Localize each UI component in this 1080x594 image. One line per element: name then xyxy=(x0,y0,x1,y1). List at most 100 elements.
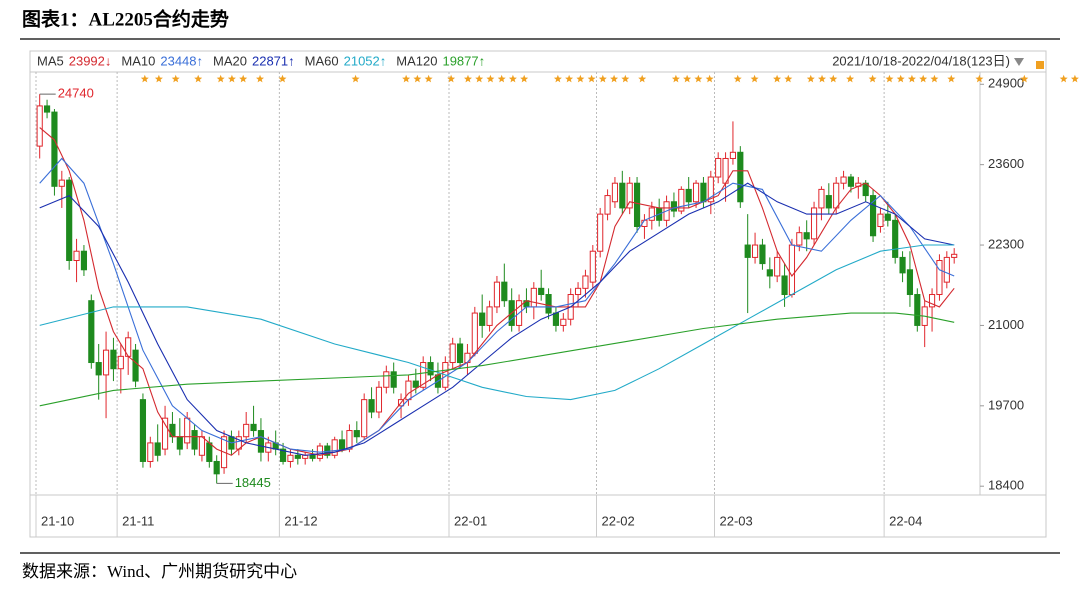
x-tick-label: 22-03 xyxy=(720,513,753,528)
candle xyxy=(147,436,154,468)
candle xyxy=(810,201,818,246)
candle xyxy=(766,257,773,289)
candle-body xyxy=(847,176,855,187)
event-star xyxy=(140,74,149,83)
ma-line xyxy=(39,127,955,456)
candle-body xyxy=(73,250,80,262)
event-star xyxy=(587,74,596,83)
event-star xyxy=(475,74,484,83)
candle xyxy=(633,177,641,233)
candle-body xyxy=(759,244,766,265)
candle xyxy=(626,177,633,215)
legend-name: MA60 xyxy=(305,53,339,68)
y-tick-label: 18400 xyxy=(988,478,1024,493)
candle xyxy=(375,381,383,419)
candle-body xyxy=(405,380,412,401)
legend-value: 21052↑ xyxy=(344,53,387,68)
event-star xyxy=(154,74,163,83)
candle-body xyxy=(796,232,803,246)
event-star xyxy=(464,74,472,83)
event-star xyxy=(424,74,433,83)
candle xyxy=(700,177,707,208)
event-star xyxy=(1070,74,1079,83)
event-star xyxy=(947,74,956,83)
event-star xyxy=(216,74,225,83)
candle xyxy=(80,245,88,276)
candle-body xyxy=(191,430,198,450)
candle-body xyxy=(206,442,213,462)
event-star xyxy=(520,74,529,83)
candle-body xyxy=(552,312,560,326)
candle xyxy=(928,288,936,332)
candle-body xyxy=(810,207,818,240)
candle xyxy=(906,251,914,307)
x-tick-label: 22-04 xyxy=(889,513,922,528)
candle xyxy=(383,365,390,394)
event-star xyxy=(1020,74,1029,83)
candle xyxy=(744,214,751,314)
candle-body xyxy=(479,312,486,326)
candle-body xyxy=(692,182,700,203)
candle xyxy=(825,183,832,215)
event-star xyxy=(806,74,815,83)
max-label: 24740 xyxy=(58,86,94,101)
candle xyxy=(921,300,928,348)
candle xyxy=(685,177,692,208)
candle xyxy=(102,331,110,419)
event-star xyxy=(508,74,517,83)
event-star xyxy=(256,74,264,83)
candle xyxy=(456,337,464,369)
event-star xyxy=(846,74,855,83)
chart-frame xyxy=(29,50,1047,538)
event-star xyxy=(896,74,905,83)
ma-line xyxy=(39,157,955,453)
candle xyxy=(818,186,825,221)
candle-body xyxy=(707,176,714,203)
candle xyxy=(361,393,368,440)
candle xyxy=(213,455,220,484)
event-star xyxy=(705,74,714,83)
candle xyxy=(442,356,449,391)
candle xyxy=(390,362,397,394)
event-star xyxy=(694,74,703,83)
y-tick-label: 19700 xyxy=(988,397,1024,412)
candle xyxy=(161,405,169,456)
candle-body xyxy=(257,430,265,453)
candle-body xyxy=(818,188,825,209)
event-star xyxy=(598,74,607,83)
candle xyxy=(611,177,619,208)
candle-body xyxy=(375,386,383,413)
candle-body xyxy=(176,436,183,450)
candle xyxy=(501,263,508,307)
y-tick-label: 22300 xyxy=(988,236,1024,251)
candle-body xyxy=(803,232,810,240)
candle xyxy=(530,282,537,320)
candle xyxy=(427,356,434,382)
legend-name: MA5 xyxy=(37,53,64,68)
candle xyxy=(751,232,759,264)
candle-body xyxy=(906,269,914,296)
event-star xyxy=(885,74,894,83)
candle xyxy=(943,251,950,289)
candle xyxy=(936,254,943,301)
candle-body xyxy=(88,300,95,364)
candle-body xyxy=(530,287,537,308)
candle xyxy=(877,207,884,233)
event-star xyxy=(733,74,742,83)
candle xyxy=(914,288,921,332)
event-star xyxy=(621,74,630,83)
dropdown-arrow[interactable] xyxy=(1014,58,1024,66)
candle-body xyxy=(501,281,508,302)
candle-body xyxy=(493,281,501,308)
candle-body xyxy=(678,188,685,212)
legend-name: MA10 xyxy=(121,53,155,68)
settings-icon[interactable] xyxy=(1036,61,1044,69)
legend-name: MA120 xyxy=(396,53,437,68)
candle-body xyxy=(737,151,744,203)
candle xyxy=(560,313,567,332)
candle-body xyxy=(43,105,51,113)
candle xyxy=(759,238,766,270)
candle-body xyxy=(700,182,707,203)
event-star xyxy=(671,74,680,83)
candle xyxy=(840,170,847,190)
